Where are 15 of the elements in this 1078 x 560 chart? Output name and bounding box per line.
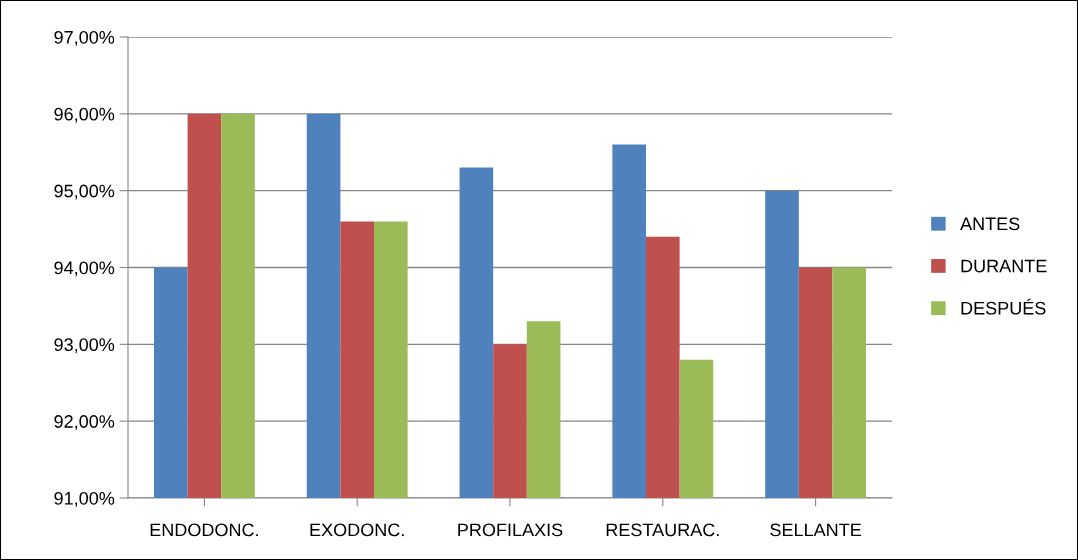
x-tick-label: ENDODONC. xyxy=(150,523,258,537)
x-tick-label: PROFILAXIS xyxy=(458,523,563,537)
legend-label: DESPUÉS xyxy=(961,298,1046,315)
x-tick-label: SELLANTE xyxy=(770,523,861,537)
legend-label: DURANTE xyxy=(961,259,1047,273)
y-tick-label: 95,00% xyxy=(54,184,115,200)
legend-label: ANTES xyxy=(960,217,1020,231)
y-tick-label: 91,00% xyxy=(54,491,115,507)
x-tick-label: RESTAURAC. xyxy=(606,523,719,537)
x-tick-label: EXODONC. xyxy=(310,523,404,537)
y-tick-label: 92,00% xyxy=(54,415,115,431)
y-tick-label: 94,00% xyxy=(54,261,115,277)
y-tick-label: 96,00% xyxy=(54,107,115,123)
y-tick-label: 93,00% xyxy=(54,338,115,354)
y-tick-label: 97,00% xyxy=(54,30,115,46)
